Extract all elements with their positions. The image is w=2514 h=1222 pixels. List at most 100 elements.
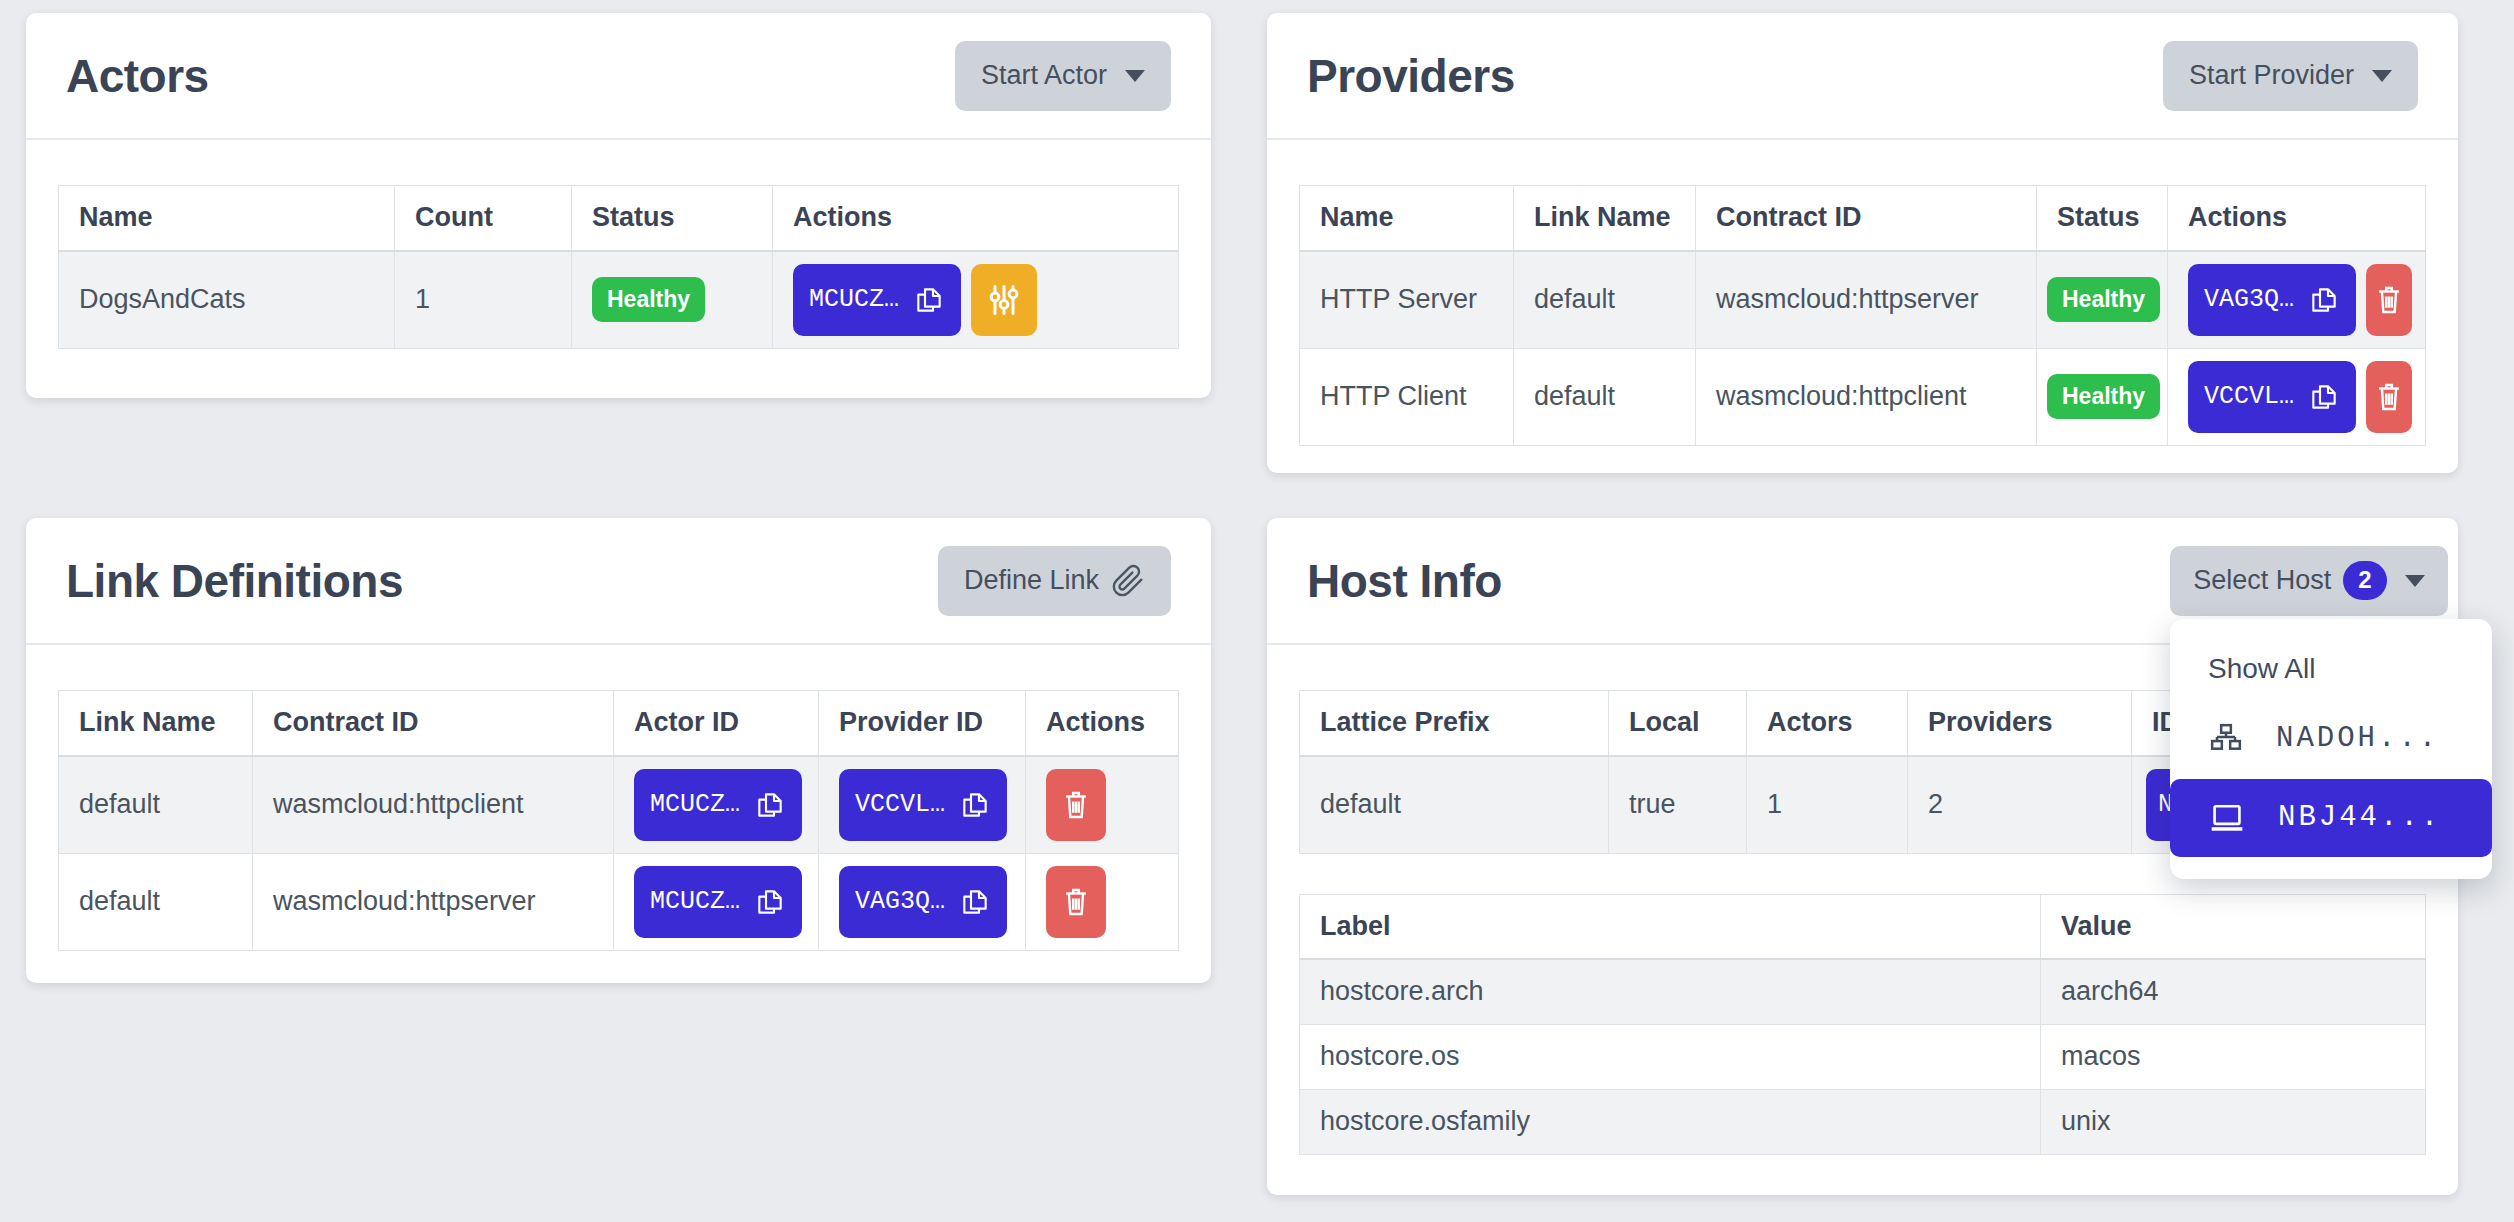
actors-table: Name Count Status Actions DogsAndCats 1 … <box>58 185 1179 349</box>
sitemap-icon <box>2208 721 2244 757</box>
providers-card-body: Name Link Name Contract ID Status Action… <box>1267 140 2458 446</box>
provider-id-copy-button[interactable]: VAG3Q… <box>839 866 1007 938</box>
cell-providers-count: 2 <box>1908 756 2132 854</box>
table-row: HTTP Server default wasmcloud:httpserver… <box>1300 251 2426 349</box>
cell-actors-count: 1 <box>1747 756 1908 854</box>
cell-linkdef-actions <box>1026 756 1179 854</box>
cell-local: true <box>1609 756 1747 854</box>
actor-id-label: MCUCZ… <box>650 790 740 819</box>
providers-card-header: Providers Start Provider <box>1267 13 2458 140</box>
cell-actor-name: DogsAndCats <box>59 251 395 349</box>
column-header: Status <box>572 186 773 251</box>
menu-item-show-all[interactable]: Show All <box>2170 639 2492 707</box>
menu-item-host-selected[interactable]: NBJ44... <box>2170 779 2492 857</box>
cell-provider-actions: VCCVL… <box>2168 348 2426 445</box>
start-provider-button[interactable]: Start Provider <box>2163 41 2418 111</box>
column-header: Contract ID <box>253 691 614 756</box>
sliders-icon <box>986 282 1022 318</box>
column-header: Name <box>59 186 395 251</box>
column-header: Link Name <box>1514 186 1696 251</box>
actor-id-copy-button[interactable]: MCUCZ… <box>634 769 802 841</box>
provider-id-copy-button[interactable]: VCCVL… <box>839 769 1007 841</box>
column-header: Value <box>2041 894 2426 959</box>
cell-label: hostcore.osfamily <box>1300 1089 2041 1154</box>
actor-id-copy-button[interactable]: MCUCZ… <box>793 264 961 336</box>
provider-id-label: VCCVL… <box>855 790 945 819</box>
cell-label: hostcore.os <box>1300 1024 2041 1089</box>
cell-contract-id: wasmcloud:httpclient <box>253 756 614 854</box>
start-actor-button[interactable]: Start Actor <box>955 41 1171 111</box>
cell-lattice-prefix: default <box>1300 756 1609 854</box>
delete-linkdef-button[interactable] <box>1046 866 1106 938</box>
stop-provider-button[interactable] <box>2366 264 2412 336</box>
stop-provider-button[interactable] <box>2366 361 2412 433</box>
host-id-label: NADOH... <box>2276 722 2439 755</box>
actor-id-label: MCUCZ… <box>650 887 740 916</box>
cell-link-name: default <box>1514 348 1696 445</box>
caret-down-icon <box>1125 70 1145 82</box>
cell-contract-id: wasmcloud:httpclient <box>1696 348 2037 445</box>
cell-actor-status: Healthy <box>572 251 773 349</box>
actors-card-header: Actors Start Actor <box>26 13 1211 140</box>
select-host-dropdown: Select Host 2 Show All NADOH... NBJ44... <box>2170 546 2448 616</box>
provider-id-copy-button[interactable]: VCCVL… <box>2188 361 2356 433</box>
table-header-row: Name Link Name Contract ID Status Action… <box>1300 186 2426 251</box>
linkdefs-table: Link Name Contract ID Actor ID Provider … <box>58 690 1179 951</box>
cell-link-name: default <box>59 853 253 950</box>
linkdefs-title: Link Definitions <box>66 554 403 608</box>
provider-id-copy-button[interactable]: VAG3Q… <box>2188 264 2356 336</box>
cell-provider-status: Healthy <box>2037 348 2168 445</box>
paperclip-icon <box>1111 564 1145 598</box>
trash-icon <box>2372 380 2406 414</box>
define-link-button[interactable]: Define Link <box>938 546 1171 616</box>
cell-linkdef-actions <box>1026 853 1179 950</box>
table-header-row: Name Count Status Actions <box>59 186 1179 251</box>
hostinfo-card-header: Host Info Select Host 2 Show All NADOH..… <box>1267 518 2458 645</box>
cell-value: aarch64 <box>2041 959 2426 1024</box>
actors-title: Actors <box>66 49 209 103</box>
provider-id-label: VAG3Q… <box>855 887 945 916</box>
column-header: Actions <box>1026 691 1179 756</box>
table-row: HTTP Client default wasmcloud:httpclient… <box>1300 348 2426 445</box>
scale-actor-button[interactable] <box>971 264 1037 336</box>
column-header: Lattice Prefix <box>1300 691 1609 756</box>
start-provider-label: Start Provider <box>2189 60 2354 91</box>
actor-id-label: MCUCZ… <box>809 285 899 314</box>
delete-linkdef-button[interactable] <box>1046 769 1106 841</box>
column-header: Name <box>1300 186 1514 251</box>
table-row: hostcore.arch aarch64 <box>1300 959 2426 1024</box>
cell-link-name: default <box>59 756 253 854</box>
linkdefs-card-body: Link Name Contract ID Actor ID Provider … <box>26 645 1211 951</box>
linkdefs-card-header: Link Definitions Define Link <box>26 518 1211 645</box>
cell-provider-name: HTTP Server <box>1300 251 1514 349</box>
providers-title: Providers <box>1307 49 1515 103</box>
cell-provider-name: HTTP Client <box>1300 348 1514 445</box>
menu-item-host[interactable]: NADOH... <box>2170 707 2492 771</box>
column-header: Actions <box>2168 186 2426 251</box>
select-host-menu: Show All NADOH... NBJ44... <box>2170 619 2492 879</box>
select-host-button[interactable]: Select Host 2 <box>2170 546 2448 616</box>
column-header: Providers <box>1908 691 2132 756</box>
cell-contract-id: wasmcloud:httpserver <box>1696 251 2037 349</box>
copy-icon <box>2308 284 2340 316</box>
column-header: Label <box>1300 894 2041 959</box>
cell-link-name: default <box>1514 251 1696 349</box>
cell-provider-actions: VAG3Q… <box>2168 251 2426 349</box>
copy-icon <box>754 886 786 918</box>
column-header: Status <box>2037 186 2168 251</box>
caret-down-icon <box>2405 575 2425 587</box>
providers-table: Name Link Name Contract ID Status Action… <box>1299 185 2426 446</box>
cell-provider-status: Healthy <box>2037 251 2168 349</box>
column-header: Actor ID <box>614 691 819 756</box>
actors-card: Actors Start Actor Name Count Status Act… <box>26 13 1211 398</box>
column-header: Actions <box>773 186 1179 251</box>
cell-actor-id: MCUCZ… <box>614 756 819 854</box>
trash-icon <box>1059 788 1093 822</box>
status-badge: Healthy <box>2047 277 2160 322</box>
status-badge: Healthy <box>592 277 705 322</box>
actor-id-copy-button[interactable]: MCUCZ… <box>634 866 802 938</box>
cell-provider-id: VCCVL… <box>819 756 1026 854</box>
hostinfo-title: Host Info <box>1307 554 1502 608</box>
copy-icon <box>913 284 945 316</box>
copy-icon <box>754 789 786 821</box>
